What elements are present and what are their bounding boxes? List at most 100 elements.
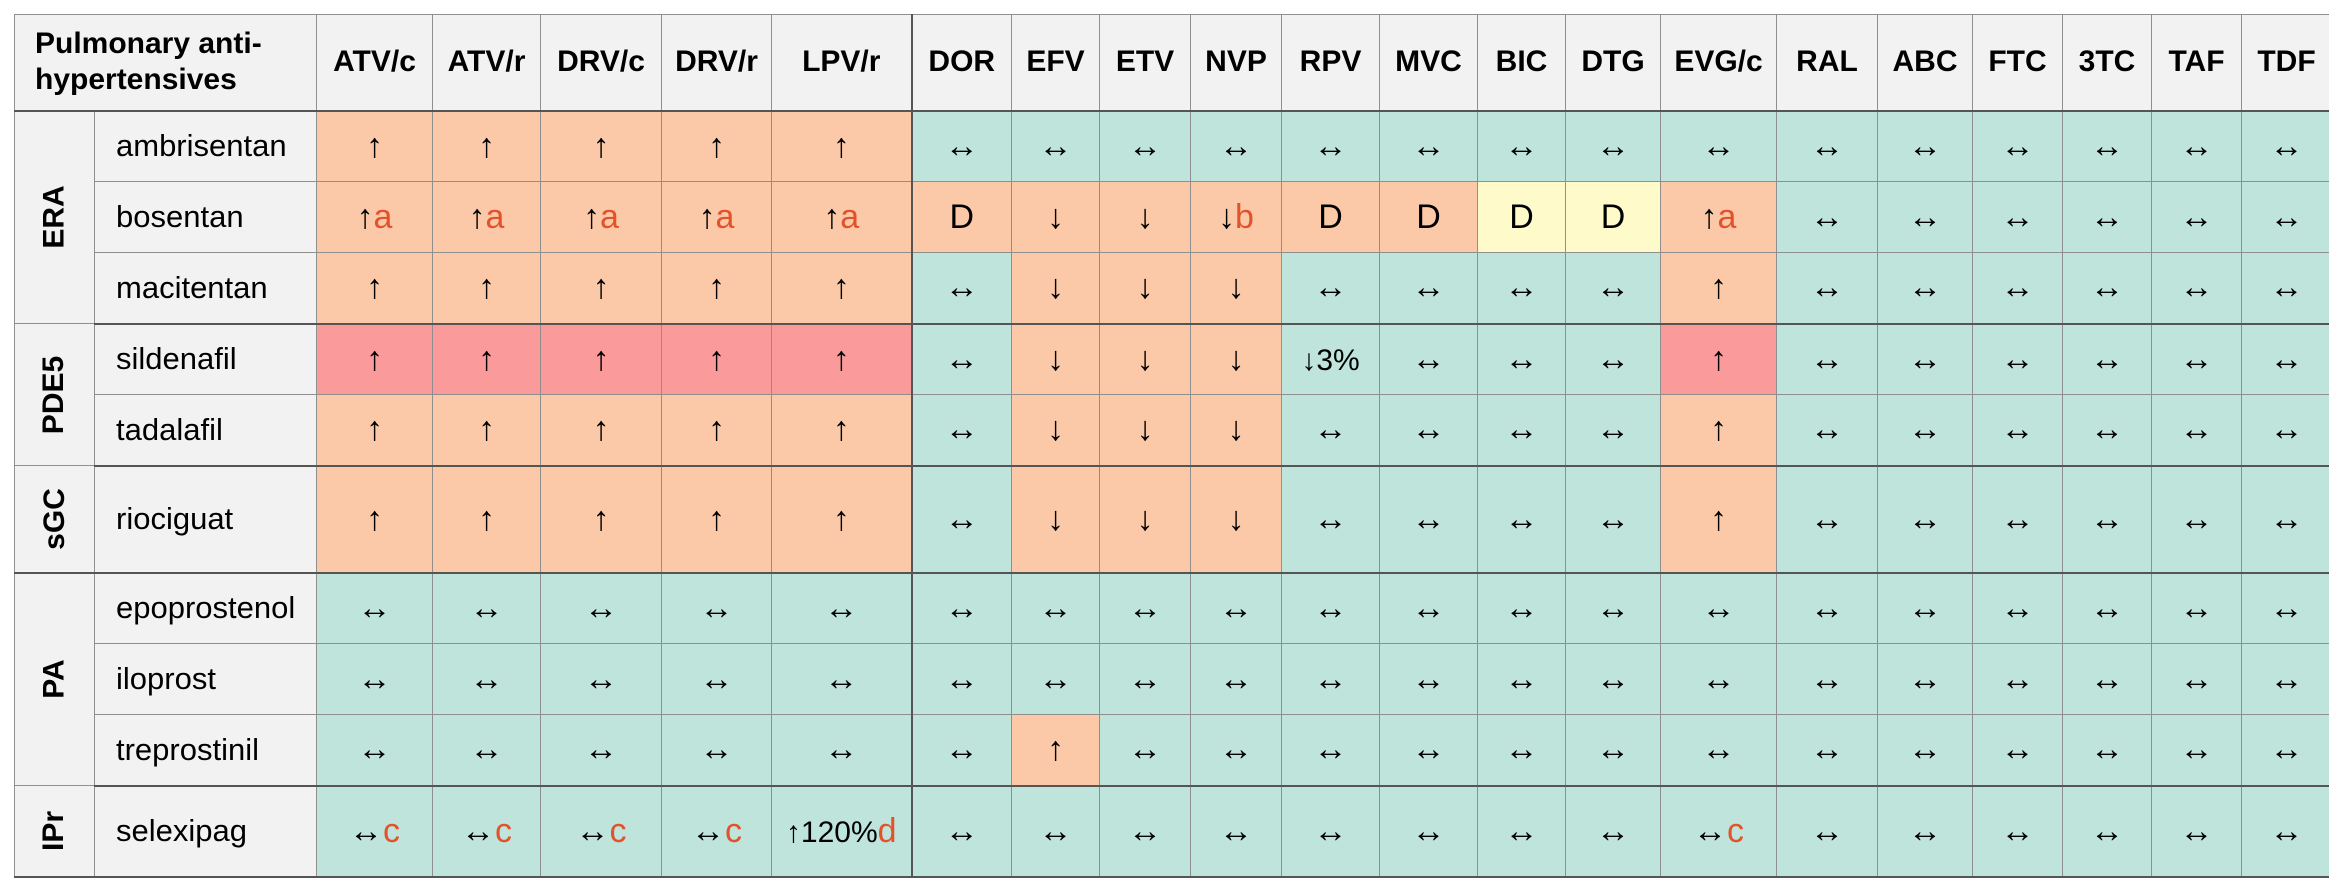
interaction-cell-epoprostenol-abc: ↔ [1877, 572, 1973, 644]
interaction-cell-epoprostenol-etv: ↔ [1099, 572, 1191, 644]
interaction-cell-tadalafil-atv-r: ↑ [432, 394, 541, 467]
group-label-ipr: IPr [14, 785, 95, 878]
interaction-cell-epoprostenol-nvp: ↔ [1190, 572, 1282, 644]
interaction-cell-treprostinil-mvc: ↔ [1379, 714, 1478, 787]
interaction-value: ↔ [1596, 268, 1630, 307]
interaction-cell-bosentan-rpv: D [1281, 181, 1380, 253]
interaction-cell-selexipag-drv-r: ↔c [661, 785, 772, 878]
table-row: PA epoprostenol ↔ ↔ ↔ ↔ ↔ ↔ ↔ ↔ ↔ ↔ ↔ ↔ ↔ ↔ ↔ ↔ ↔ ↔ ↔ ↔ [14, 572, 2329, 786]
footnote-marker: c [609, 811, 627, 850]
interaction-value: ↑ [592, 268, 610, 307]
interaction-value: ↔ [584, 588, 618, 627]
interaction-value: ↔ [2090, 339, 2124, 378]
interaction-value: ↑120% [785, 815, 878, 849]
interaction-cell-iloprost-nvp: ↔ [1190, 643, 1282, 715]
footnote-marker: a [485, 197, 505, 236]
interaction-cell-riociguat-efv: ↓ [1011, 465, 1100, 574]
interaction-cell-treprostinil-bic: ↔ [1477, 714, 1566, 787]
interaction-cell-treprostinil-nvp: ↔ [1190, 714, 1282, 787]
interaction-cell-epoprostenol-ftc: ↔ [1972, 572, 2063, 644]
interaction-value: ↔ [2269, 268, 2304, 307]
drug-name-iloprost: iloprost [94, 643, 317, 715]
interaction-value: ↔ [691, 811, 725, 850]
interaction-value: ↑ [592, 126, 610, 165]
group-label-text: PA [37, 659, 71, 699]
interaction-value: ↔ [2179, 811, 2214, 850]
interaction-cell-tadalafil-mvc: ↔ [1379, 394, 1478, 467]
interaction-cell-macitentan-etv: ↓ [1099, 252, 1191, 325]
interaction-value: ↔ [1810, 659, 1844, 698]
interaction-cell-ambrisentan-abc: ↔ [1877, 110, 1973, 182]
drug-name-sildenafil: sildenafil [94, 323, 317, 395]
interaction-cell-iloprost-etv: ↔ [1099, 643, 1191, 715]
interaction-cell-ambrisentan-evg-c: ↔ [1660, 110, 1777, 182]
column-header-evg-c: EVG/c [1660, 14, 1777, 112]
interaction-cell-tadalafil-nvp: ↓ [1190, 394, 1282, 467]
interaction-cell-selexipag-evg-c: ↔c [1660, 785, 1777, 878]
column-header-rpv: RPV [1281, 14, 1380, 112]
interaction-value: ↔ [1504, 410, 1539, 449]
interaction-cell-treprostinil-dtg: ↔ [1565, 714, 1661, 787]
interaction-cell-ambrisentan-etv: ↔ [1099, 110, 1191, 182]
interaction-value: ↔ [2269, 659, 2304, 698]
interaction-value: ↔ [1411, 730, 1446, 769]
interaction-value: ↔ [2090, 730, 2124, 769]
interaction-cell-selexipag-3tc: ↔ [2062, 785, 2152, 878]
interaction-cell-ambrisentan-dor: ↔ [910, 110, 1012, 182]
group-label-era: ERA [14, 110, 95, 324]
interaction-value: ↔ [2090, 410, 2124, 449]
interaction-cell-ambrisentan-efv: ↔ [1011, 110, 1100, 182]
interaction-value: ↔ [944, 410, 979, 449]
interaction-value: ↔ [2269, 410, 2304, 449]
interaction-cell-tadalafil-etv: ↓ [1099, 394, 1191, 467]
interaction-value: ↔ [2269, 197, 2304, 236]
interaction-cell-riociguat-nvp: ↓ [1190, 465, 1282, 574]
table-row: bosentan ↑a ↑a ↑a ↑a ↑a D ↓ ↓ ↓b D D D D ↑a ↔ ↔ ↔ ↔ ↔ ↔ [15, 181, 2329, 253]
column-header-drv-c: DRV/c [540, 14, 662, 112]
interaction-cell-treprostinil-atv-r: ↔ [432, 714, 541, 787]
interaction-value: ↔ [1128, 659, 1162, 698]
interaction-cell-macitentan-ftc: ↔ [1972, 252, 2063, 325]
interaction-value: ↑ [478, 499, 495, 538]
interaction-value: ↔ [1313, 811, 1348, 850]
interaction-cell-riociguat-abc: ↔ [1877, 465, 1973, 574]
interaction-cell-sildenafil-abc: ↔ [1877, 323, 1973, 395]
interaction-cell-sildenafil-mvc: ↔ [1379, 323, 1478, 395]
interaction-value: ↔ [1219, 126, 1253, 165]
interaction-cell-epoprostenol-lpv-r: ↔ [771, 572, 912, 644]
interaction-value: ↑ [592, 499, 610, 538]
table-row: sGC riociguat ↑ ↑ ↑ ↑ ↑ ↔ ↓ ↓ ↓ ↔ ↔ ↔ ↔ ↑ ↔ ↔ ↔ ↔ ↔ ↔ [14, 465, 2329, 574]
interaction-cell-riociguat-3tc: ↔ [2062, 465, 2152, 574]
interaction-cell-sildenafil-efv: ↓ [1011, 323, 1100, 395]
interaction-value: D [949, 197, 975, 236]
interaction-cell-treprostinil-etv: ↔ [1099, 714, 1191, 787]
interaction-value: ↔ [1908, 410, 1942, 449]
interaction-cell-epoprostenol-atv-r: ↔ [432, 572, 541, 644]
interaction-cell-bosentan-drv-r: ↑a [661, 181, 772, 253]
interaction-cell-epoprostenol-tdf: ↔ [2241, 572, 2329, 644]
interaction-cell-sildenafil-drv-r: ↑ [661, 323, 772, 395]
interaction-cell-riociguat-dtg: ↔ [1565, 465, 1661, 574]
interaction-table: Pulmonary anti-hypertensives ATV/c ATV/r D… [14, 14, 2329, 878]
interaction-value: ↓ [1047, 268, 1064, 307]
group-label-text: ERA [37, 185, 71, 249]
interaction-value: ↔ [1313, 659, 1348, 698]
interaction-value: ↔ [944, 811, 979, 850]
interaction-value: ↑ [366, 410, 383, 449]
interaction-value: ↔ [1313, 268, 1348, 307]
column-header-tdf: TDF [2241, 14, 2329, 112]
interaction-cell-selexipag-drv-c: ↔c [540, 785, 662, 878]
interaction-cell-riociguat-rpv: ↔ [1281, 465, 1380, 574]
interaction-value: ↔ [1313, 499, 1348, 538]
interaction-value: ↔ [1038, 126, 1073, 165]
interaction-value: ↔ [2000, 499, 2035, 538]
interaction-cell-tadalafil-abc: ↔ [1877, 394, 1973, 467]
interaction-cell-macitentan-evg-c: ↑ [1660, 252, 1777, 325]
interaction-value: ↑ [832, 126, 850, 165]
column-header-ftc: FTC [1972, 14, 2063, 112]
interaction-value: ↔ [575, 811, 610, 850]
interaction-value: ↔ [1128, 730, 1162, 769]
interaction-value: ↔ [2090, 588, 2124, 627]
interaction-cell-riociguat-tdf: ↔ [2241, 465, 2329, 574]
interaction-value: ↑ [698, 197, 716, 236]
